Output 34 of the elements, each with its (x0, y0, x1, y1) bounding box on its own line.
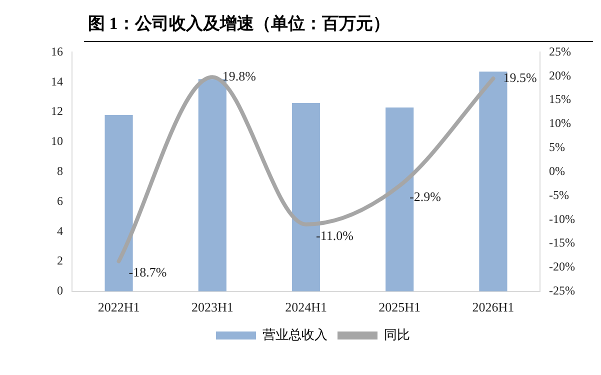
legend-label: 营业总收入 (262, 326, 328, 342)
y-tick-label: 10 (51, 134, 63, 148)
y2-tick-label: 5% (549, 140, 566, 154)
y2-tick-label: 15% (549, 92, 572, 106)
y2-tick-label: -10% (549, 212, 576, 226)
chart-title: 图 1：公司收入及增速（单位：百万元） (84, 8, 593, 42)
data-label: -2.9% (410, 189, 442, 204)
y-tick-label: 8 (57, 164, 63, 178)
x-tick-label: 2022H1 (98, 300, 140, 315)
x-tick-label: 2023H1 (191, 300, 234, 315)
x-tick-label: 2025H1 (378, 300, 421, 315)
y2-tick-label: -20% (549, 260, 576, 274)
y2-tick-label: 10% (549, 116, 572, 130)
y-tick-label: 0 (57, 284, 63, 298)
data-label: 19.8% (222, 68, 256, 84)
y2-tick-label: 20% (549, 68, 572, 82)
y2-tick-label: 0% (549, 164, 566, 178)
bar (198, 79, 226, 292)
y-tick-label: 14 (51, 74, 63, 88)
y-tick-label: 6 (57, 194, 63, 208)
y2-tick-label: -15% (549, 236, 576, 250)
y2-tick-label: -25% (549, 284, 576, 298)
y-tick-label: 12 (51, 104, 63, 118)
y-tick-label: 4 (57, 224, 63, 238)
data-label: -11.0% (316, 228, 354, 243)
data-label: 19.5% (503, 70, 537, 85)
x-tick-label: 2024H1 (285, 300, 327, 315)
y-tick-label: 2 (57, 254, 63, 268)
y2-tick-label: 25% (549, 44, 572, 58)
x-tick-label: 2026H1 (472, 300, 514, 315)
legend-label: 同比 (384, 326, 410, 342)
y-tick-label: 16 (51, 44, 63, 58)
y2-tick-label: -5% (549, 188, 570, 202)
data-label: -18.7% (128, 264, 167, 280)
